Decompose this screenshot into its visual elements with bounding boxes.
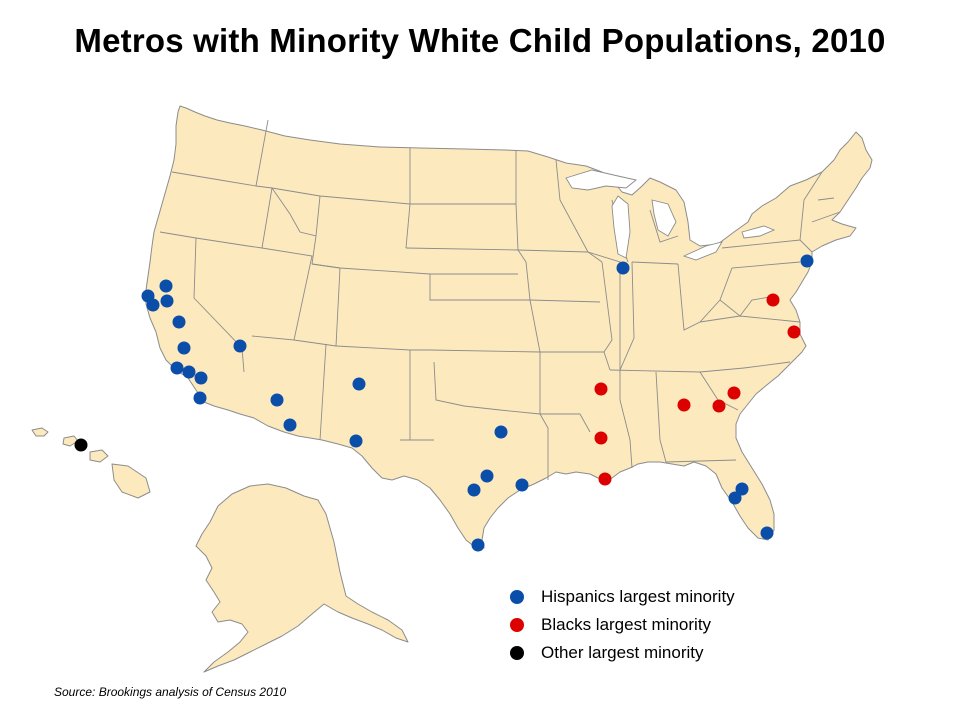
- state-borders: [159, 119, 841, 480]
- lake-superior: [565, 169, 638, 191]
- metro-point-hispanic: [160, 294, 174, 308]
- metro-point-hispanic: [233, 339, 247, 353]
- legend-item-hispanic: Hispanics largest minority: [510, 583, 735, 611]
- hawaii-big-island: [111, 463, 151, 499]
- hawaii-oahu: [62, 435, 79, 447]
- metro-point-black: [766, 293, 780, 307]
- metro-point-black: [677, 398, 691, 412]
- hawaii-maui: [89, 449, 109, 463]
- metro-point-hispanic: [480, 469, 494, 483]
- metro-point-hispanic: [159, 279, 173, 293]
- metro-point-black: [594, 382, 608, 396]
- metro-point-black: [594, 431, 608, 445]
- land: [31, 105, 873, 673]
- alaska-outline: [195, 483, 409, 673]
- legend-swatch-hispanic: [510, 590, 524, 604]
- metro-point-hispanic: [467, 483, 481, 497]
- hawaii-kauai: [31, 427, 49, 437]
- metro-point-black: [598, 472, 612, 486]
- map-title: Metros with Minority White Child Populat…: [74, 22, 886, 59]
- legend-label-black: Blacks largest minority: [541, 615, 712, 634]
- lake-ontario: [741, 225, 776, 239]
- metro-point-hispanic: [283, 418, 297, 432]
- lake-huron: [651, 199, 677, 237]
- metro-point-hispanic: [800, 254, 814, 268]
- metro-point-black: [787, 325, 801, 339]
- metro-point-hispanic: [194, 371, 208, 385]
- legend-item-black: Blacks largest minority: [510, 611, 735, 639]
- metro-point-hispanic: [146, 298, 160, 312]
- metro-point-black: [712, 399, 726, 413]
- legend-item-other: Other largest minority: [510, 639, 735, 667]
- metro-point-hispanic: [728, 491, 742, 505]
- metro-point-hispanic: [616, 261, 630, 275]
- metro-point-hispanic: [172, 315, 186, 329]
- legend-label-hispanic: Hispanics largest minority: [541, 587, 735, 606]
- metro-point-hispanic: [349, 434, 363, 448]
- map-legend: Hispanics largest minority Blacks larges…: [510, 583, 735, 667]
- metro-point-hispanic: [170, 361, 184, 375]
- lake-erie: [682, 241, 723, 261]
- metro-point-hispanic: [471, 538, 485, 552]
- lake-michigan: [611, 195, 631, 259]
- source-note: Source: Brookings analysis of Census 201…: [54, 685, 287, 699]
- legend-label-other: Other largest minority: [541, 643, 704, 662]
- metro-point-hispanic: [182, 365, 196, 379]
- metro-point-hispanic: [270, 393, 284, 407]
- metro-point-other: [74, 438, 88, 452]
- metro-point-hispanic: [735, 482, 749, 496]
- metro-point-hispanic: [760, 526, 774, 540]
- legend-swatch-other: [510, 646, 524, 660]
- metro-point-hispanic: [193, 391, 207, 405]
- metro-point-hispanic: [177, 341, 191, 355]
- great-lakes: [565, 169, 776, 261]
- metro-points: [74, 254, 814, 552]
- metro-point-hispanic: [515, 478, 529, 492]
- metro-point-hispanic: [494, 425, 508, 439]
- metro-point-hispanic: [352, 377, 366, 391]
- metro-point-black: [727, 386, 741, 400]
- contiguous-us-outline: [145, 105, 873, 549]
- legend-swatch-black: [510, 618, 524, 632]
